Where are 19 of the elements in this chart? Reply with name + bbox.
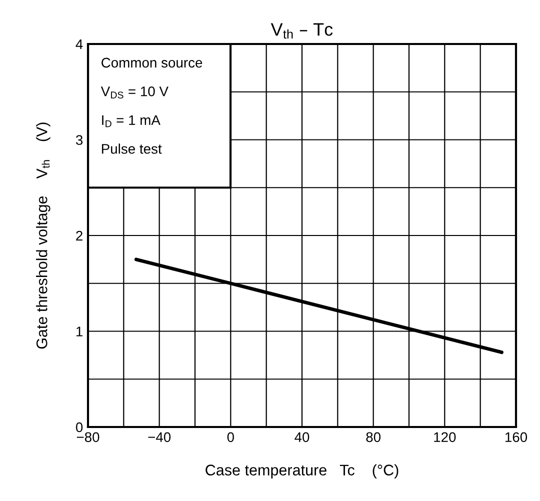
x-tick-label: 80	[366, 432, 381, 442]
y-tick-label: 2	[76, 230, 82, 241]
annotation: Pulse test	[102, 144, 162, 154]
x-tick-label: 0	[227, 432, 234, 442]
text: Gate threshold voltage V$_{th}$ (V)	[36, 122, 50, 349]
x-tick-label: 40	[294, 432, 310, 442]
y-tick-label: 4	[76, 39, 83, 50]
x-tick-label: 120	[434, 432, 456, 442]
x-tick-label: −80	[76, 432, 100, 442]
x-axis-title: Case temperature Tc (°C)	[206, 464, 398, 478]
y-tick-label: 3	[76, 135, 83, 145]
annotation: I$_{D}$ = 1 mA	[102, 115, 160, 128]
x-tick-label: 160	[505, 432, 528, 442]
annotation: Common source	[102, 58, 202, 68]
y-tick-label: 1	[76, 326, 82, 336]
chart-title: V$_{th}$ – Tc	[270, 23, 333, 39]
x-tick-label: −40	[148, 432, 171, 442]
y-tick-label: 0	[76, 422, 83, 432]
annotation: V$_{DS}$ = 10 V	[100, 86, 168, 98]
